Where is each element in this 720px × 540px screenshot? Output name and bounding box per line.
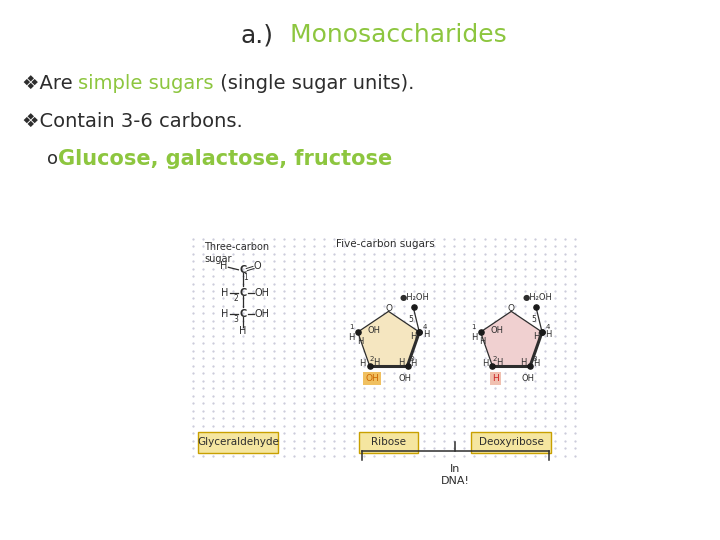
Text: C: C: [239, 288, 246, 299]
Point: [364, 361, 375, 370]
Text: H: H: [482, 359, 489, 368]
Point: [474, 328, 486, 336]
Text: H: H: [410, 359, 416, 368]
Text: Five-carbon sugars: Five-carbon sugars: [336, 239, 434, 249]
Text: 3: 3: [409, 356, 414, 362]
Text: 5: 5: [408, 315, 413, 324]
Text: 4: 4: [546, 323, 550, 329]
Polygon shape: [358, 312, 419, 366]
Text: 5: 5: [531, 315, 536, 324]
Point: [402, 361, 413, 370]
Point: [531, 303, 542, 312]
Text: (single sugar units).: (single sugar units).: [214, 74, 414, 93]
Text: 3: 3: [234, 315, 238, 324]
Text: OH: OH: [490, 326, 503, 335]
Text: H: H: [534, 332, 540, 341]
FancyBboxPatch shape: [472, 432, 552, 453]
Text: C: C: [239, 309, 246, 319]
Text: H: H: [533, 359, 539, 368]
Text: H: H: [348, 333, 354, 341]
Text: H: H: [521, 357, 527, 367]
Text: H: H: [496, 357, 502, 367]
Text: H: H: [423, 329, 429, 339]
Polygon shape: [480, 312, 542, 366]
Text: H: H: [397, 357, 404, 367]
Text: H: H: [480, 337, 486, 346]
Text: H: H: [221, 288, 229, 299]
Text: ●H₂OH: ●H₂OH: [400, 293, 430, 302]
Text: 2: 2: [492, 356, 497, 362]
Text: Glyceraldehyde: Glyceraldehyde: [197, 437, 279, 447]
Text: 1: 1: [243, 273, 248, 282]
Text: H: H: [471, 333, 477, 341]
Text: OH: OH: [368, 326, 381, 335]
Text: ❖Are: ❖Are: [22, 74, 78, 93]
Text: 4: 4: [423, 323, 427, 329]
Text: O: O: [253, 261, 261, 271]
Text: Three-carbon
sugar: Three-carbon sugar: [204, 241, 269, 264]
Point: [487, 361, 498, 370]
Text: 1: 1: [472, 324, 476, 330]
Text: Ribose: Ribose: [371, 437, 406, 447]
Text: Monosaccharides: Monosaccharides: [274, 23, 506, 47]
Text: simple sugars: simple sugars: [78, 74, 214, 93]
Text: H: H: [546, 329, 552, 339]
Point: [536, 328, 548, 336]
Text: OH: OH: [254, 309, 269, 319]
Text: C: C: [239, 265, 246, 275]
Point: [352, 328, 364, 336]
Text: H: H: [220, 261, 228, 271]
Text: H: H: [359, 359, 366, 368]
Text: OH: OH: [254, 288, 269, 299]
Text: Glucose, galactose, fructose: Glucose, galactose, fructose: [58, 149, 392, 170]
FancyBboxPatch shape: [198, 432, 278, 453]
Text: a.): a.): [240, 23, 274, 47]
Text: H: H: [373, 357, 379, 367]
Point: [536, 328, 548, 336]
Text: O: O: [508, 303, 515, 313]
Text: ❖Contain 3-6 carbons.: ❖Contain 3-6 carbons.: [22, 112, 243, 131]
Text: ●H₂OH: ●H₂OH: [523, 293, 552, 302]
Text: 2: 2: [369, 356, 374, 362]
Point: [413, 328, 425, 336]
Text: In
DNA!: In DNA!: [441, 464, 469, 485]
Text: OH: OH: [521, 374, 534, 383]
Text: H: H: [221, 309, 229, 319]
FancyBboxPatch shape: [359, 432, 418, 453]
Point: [408, 303, 420, 312]
Text: Deoxyribose: Deoxyribose: [479, 437, 544, 447]
Point: [525, 361, 536, 370]
Text: 1: 1: [348, 324, 354, 330]
Text: 2: 2: [234, 294, 238, 303]
Point: [413, 328, 425, 336]
Text: 3: 3: [532, 356, 536, 362]
Text: OH: OH: [398, 374, 411, 383]
Text: o: o: [47, 150, 58, 168]
Text: H: H: [239, 326, 246, 336]
Text: H: H: [410, 332, 417, 341]
Text: O: O: [385, 303, 392, 313]
Text: H: H: [492, 374, 498, 383]
Text: H: H: [357, 337, 363, 346]
Text: OH: OH: [366, 374, 379, 383]
